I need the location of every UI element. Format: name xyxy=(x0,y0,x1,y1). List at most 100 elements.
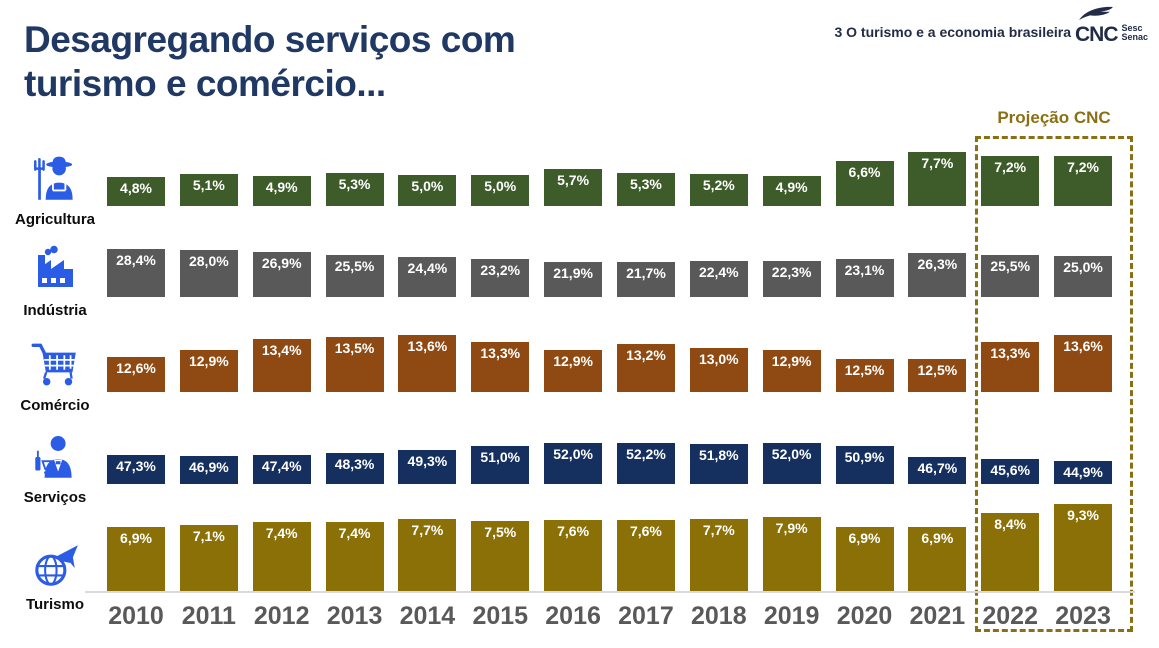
bar-value-label: 22,3% xyxy=(771,263,812,280)
bar-serviços-2021: 46,7% xyxy=(908,456,967,484)
bar-value-label: 47,3% xyxy=(116,458,156,475)
logo-brand-text: CNC xyxy=(1075,23,1118,46)
x-tick-label-2010: 2010 xyxy=(108,602,164,630)
bar-indústria-2015: 23,2% xyxy=(471,259,530,297)
bar-agricultura-2016: 5,7% xyxy=(544,169,603,206)
x-tick-label-2019: 2019 xyxy=(763,602,820,630)
bar-value-label: 5,3% xyxy=(338,175,371,192)
bar-turismo-2012: 7,4% xyxy=(252,522,311,591)
bar-value-label: 7,2% xyxy=(994,159,1027,176)
bar-value-label: 4,9% xyxy=(775,179,808,196)
bar-value-label: 4,9% xyxy=(265,179,298,196)
bar-serviços-2012: 47,4% xyxy=(252,454,311,484)
bar-turismo-2010: 6,9% xyxy=(107,527,165,591)
bar-value-label: 6,9% xyxy=(120,530,152,546)
bar-agricultura-2013: 5,3% xyxy=(325,172,384,206)
bar-agricultura-2020: 6,6% xyxy=(835,161,894,206)
bar-value-label: 7,4% xyxy=(265,525,298,542)
bar-turismo-2023: 9,3% xyxy=(1054,504,1113,591)
bar-value-label: 25,0% xyxy=(1063,258,1103,275)
quill-feather-icon xyxy=(1076,6,1116,26)
bar-value-label: 48,3% xyxy=(334,455,375,472)
bar-value-label: 50,9% xyxy=(844,449,885,466)
bar-serviços-2014: 49,3% xyxy=(398,450,457,484)
sector-label-indústria: Indústria xyxy=(23,302,87,319)
bar-value-label: 46,9% xyxy=(188,459,229,476)
bar-comércio-2022: 13,3% xyxy=(981,341,1040,392)
bar-turismo-2022: 8,4% xyxy=(981,512,1040,591)
logo-sub-senac: Senac xyxy=(1121,32,1149,43)
x-tick-label-2015: 2015 xyxy=(472,602,529,630)
cnc-logo: CNC Sesc Senac xyxy=(1075,6,1153,45)
bar-turismo-2018: 7,7% xyxy=(689,519,748,591)
bar-value-label: 8,4% xyxy=(994,515,1027,532)
bar-turismo-2015: 7,5% xyxy=(471,521,530,591)
bar-value-label: 51,8% xyxy=(698,446,739,463)
bar-value-label: 21,9% xyxy=(553,264,593,281)
bar-comércio-2012: 13,4% xyxy=(252,339,311,392)
bar-turismo-2013: 7,4% xyxy=(325,522,384,591)
bar-value-label: 49,3% xyxy=(407,453,448,470)
bar-value-label: 13,6% xyxy=(1063,338,1103,354)
x-tick-label-2011: 2011 xyxy=(181,602,236,630)
bar-value-label: 13,3% xyxy=(990,344,1031,361)
bar-value-label: 13,2% xyxy=(626,346,666,363)
projection-box xyxy=(975,136,1133,632)
bar-indústria-2020: 23,1% xyxy=(835,259,894,297)
bar-value-label: 12,9% xyxy=(553,353,593,370)
bar-value-label: 21,7% xyxy=(626,265,666,281)
bar-value-label: 5,3% xyxy=(629,175,662,192)
bar-comércio-2010: 12,6% xyxy=(107,356,165,392)
x-tick-label-2012: 2012 xyxy=(253,602,310,630)
bar-value-label: 46,7% xyxy=(917,459,958,476)
section-label: 3 O turismo e a economia brasileira xyxy=(834,24,1071,40)
bar-value-label: 47,4% xyxy=(261,457,302,474)
bar-indústria-2013: 25,5% xyxy=(325,254,384,297)
bar-value-label: 4,8% xyxy=(120,180,152,196)
bar-agricultura-2021: 7,7% xyxy=(908,152,967,206)
bar-comércio-2011: 12,9% xyxy=(179,350,238,392)
x-tick-label-2023: 2023 xyxy=(1055,602,1111,630)
bar-comércio-2015: 13,3% xyxy=(471,341,530,392)
bar-serviços-2016: 52,0% xyxy=(544,443,603,484)
bar-agricultura-2019: 4,9% xyxy=(762,176,821,206)
bar-turismo-2021: 6,9% xyxy=(908,527,967,591)
bar-turismo-2017: 7,6% xyxy=(616,520,675,591)
bar-value-label: 7,4% xyxy=(338,525,371,542)
bar-comércio-2018: 13,0% xyxy=(689,348,748,392)
bar-value-label: 24,4% xyxy=(407,259,448,276)
x-tick-label-2021: 2021 xyxy=(909,602,966,630)
bar-value-label: 12,5% xyxy=(917,362,958,378)
bar-value-label: 7,6% xyxy=(557,523,590,540)
bar-value-label: 44,9% xyxy=(1063,464,1103,480)
sector-row-indústria xyxy=(2,243,108,291)
bar-value-label: 6,6% xyxy=(848,164,881,181)
bar-serviços-2015: 51,0% xyxy=(471,445,530,484)
bar-value-label: 13,6% xyxy=(407,338,448,354)
farmer-icon xyxy=(2,152,108,206)
bar-value-label: 28,4% xyxy=(116,252,156,268)
plane-globe-icon xyxy=(2,537,108,591)
bar-value-label: 52,0% xyxy=(553,446,593,463)
bar-indústria-2012: 26,9% xyxy=(252,251,311,297)
sector-row-serviços xyxy=(2,430,108,484)
bar-value-label: 52,0% xyxy=(771,446,812,463)
bar-turismo-2011: 7,1% xyxy=(179,525,238,591)
sector-label-comércio: Comércio xyxy=(20,397,90,414)
bar-value-label: 13,5% xyxy=(334,340,375,357)
bar-comércio-2017: 13,2% xyxy=(616,343,675,392)
sector-row-agricultura xyxy=(2,152,108,206)
bar-turismo-2014: 7,7% xyxy=(398,519,457,591)
bar-value-label: 5,1% xyxy=(192,177,225,194)
bar-indústria-2014: 24,4% xyxy=(398,256,457,297)
bar-agricultura-2011: 5,1% xyxy=(179,174,238,206)
x-tick-label-2020: 2020 xyxy=(836,602,893,630)
bar-value-label: 52,2% xyxy=(626,446,666,462)
bar-value-label: 28,0% xyxy=(188,252,229,269)
bar-indústria-2019: 22,3% xyxy=(762,260,821,297)
x-axis-line xyxy=(85,591,1135,593)
bar-value-label: 5,0% xyxy=(411,178,444,195)
bar-value-label: 13,4% xyxy=(261,342,302,359)
x-tick-label-2016: 2016 xyxy=(545,602,601,630)
sector-label-agricultura: Agricultura xyxy=(14,211,95,228)
